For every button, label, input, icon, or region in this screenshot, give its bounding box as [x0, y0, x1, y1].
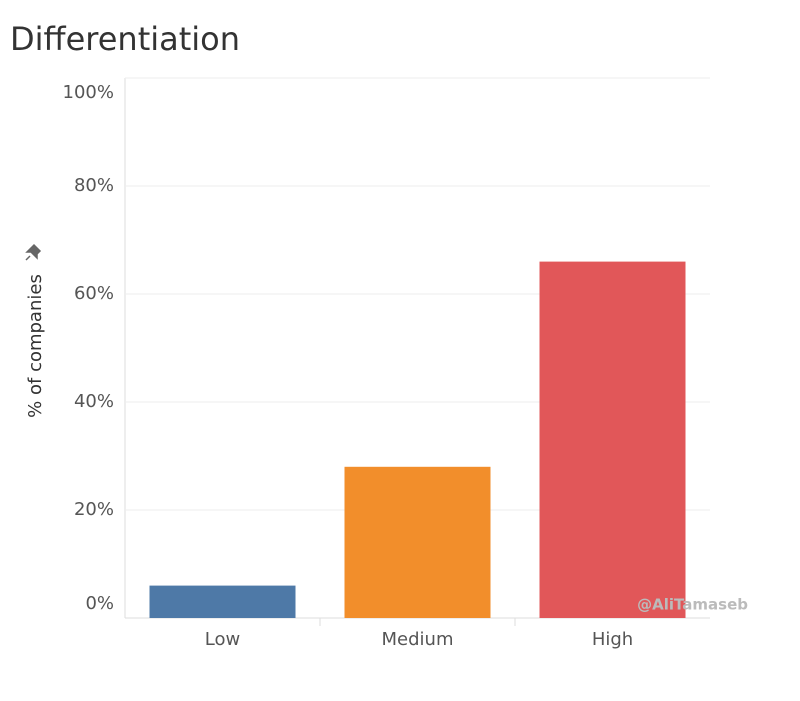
y-tick-label: 0% [85, 593, 114, 614]
y-axis-label: % of companies [25, 274, 46, 418]
y-tick-label: 20% [74, 499, 114, 520]
bar [539, 261, 686, 618]
y-tick-label: 60% [74, 283, 114, 304]
y-tick-label: 100% [63, 82, 114, 103]
y-tick-label: 80% [74, 175, 114, 196]
x-tick-label: High [592, 629, 633, 650]
x-tick-label: Low [205, 629, 240, 650]
chart-title: Differentiation [10, 20, 240, 58]
y-tick-label: 40% [74, 391, 114, 412]
x-tick-label: Medium [382, 629, 454, 650]
pin-icon [25, 243, 42, 261]
watermark: @AliTamaseb [637, 596, 748, 614]
bar [344, 466, 491, 618]
bar [149, 585, 296, 618]
